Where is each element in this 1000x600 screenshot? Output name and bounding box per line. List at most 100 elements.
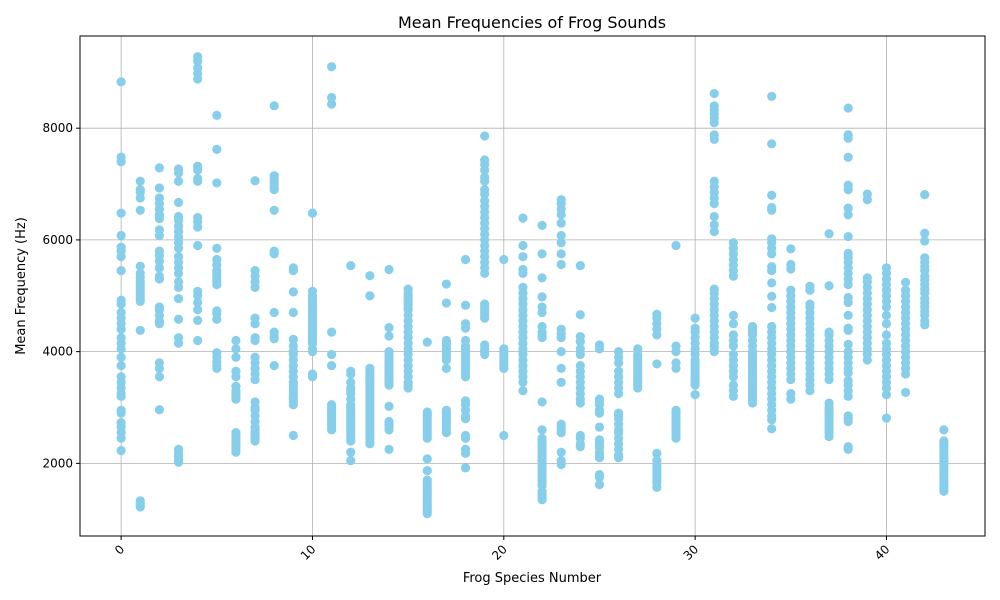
data-point xyxy=(173,176,184,186)
data-point xyxy=(441,363,452,374)
data-point xyxy=(920,228,930,238)
data-point xyxy=(193,222,203,232)
data-point xyxy=(556,377,566,387)
data-point xyxy=(843,133,853,143)
data-point xyxy=(441,355,452,365)
data-point xyxy=(767,139,777,149)
x-tick-label: 30 xyxy=(681,542,702,563)
data-point xyxy=(939,425,949,435)
data-point xyxy=(346,369,356,379)
data-point xyxy=(135,261,145,271)
x-tick-label: 40 xyxy=(872,542,893,563)
data-point xyxy=(384,380,394,390)
data-point xyxy=(843,368,853,378)
data-point xyxy=(767,91,777,101)
data-point xyxy=(250,282,260,292)
x-axis-label: Frog Species Number xyxy=(463,571,602,586)
data-point xyxy=(327,92,337,103)
data-point xyxy=(767,205,777,215)
data-point xyxy=(116,77,126,87)
data-point xyxy=(709,198,719,209)
data-point xyxy=(556,333,566,343)
data-point xyxy=(212,144,222,155)
data-point xyxy=(288,334,298,344)
data-point xyxy=(728,372,738,382)
data-point xyxy=(193,315,203,325)
data-point xyxy=(537,307,547,318)
data-point xyxy=(518,240,528,251)
data-point xyxy=(900,277,911,287)
data-point xyxy=(594,344,605,354)
data-point xyxy=(786,264,796,274)
data-point xyxy=(575,349,585,360)
data-point xyxy=(843,210,853,220)
data-point xyxy=(805,285,815,295)
data-point xyxy=(193,240,203,251)
data-point xyxy=(518,377,528,387)
data-point xyxy=(154,256,165,266)
data-point xyxy=(671,347,681,357)
data-point xyxy=(537,220,547,230)
data-point xyxy=(613,453,624,463)
x-tick-label: 10 xyxy=(298,542,319,563)
data-point xyxy=(154,405,165,415)
x-axis-ticks: 0 10 20 30 40 xyxy=(112,536,893,563)
data-point xyxy=(269,307,279,318)
data-point xyxy=(441,279,452,289)
data-point xyxy=(460,463,471,473)
data-point xyxy=(843,103,853,113)
data-point xyxy=(212,110,222,120)
data-point xyxy=(154,214,165,224)
data-point xyxy=(231,344,241,354)
data-point xyxy=(231,394,241,404)
data-point xyxy=(786,394,796,404)
data-point xyxy=(116,230,126,241)
data-point xyxy=(499,430,509,441)
x-tick-label: 0 xyxy=(112,542,127,557)
data-point xyxy=(269,101,279,111)
data-point xyxy=(613,358,624,368)
data-point xyxy=(116,391,126,401)
data-point xyxy=(346,447,356,457)
data-point xyxy=(843,416,853,427)
data-point xyxy=(537,333,547,343)
data-point xyxy=(288,430,298,441)
data-point xyxy=(652,359,662,369)
data-point xyxy=(116,445,126,456)
data-point xyxy=(173,293,184,304)
data-point xyxy=(173,314,184,324)
data-point xyxy=(556,238,566,248)
data-point xyxy=(633,383,643,393)
data-point xyxy=(881,413,892,423)
data-point xyxy=(365,271,375,281)
data-point xyxy=(881,330,892,340)
data-point xyxy=(690,313,700,323)
data-point xyxy=(269,185,279,195)
data-point xyxy=(575,442,585,452)
data-point xyxy=(671,433,681,443)
data-point xyxy=(537,425,547,435)
data-point xyxy=(173,338,184,348)
data-point xyxy=(288,266,298,276)
data-point xyxy=(460,372,471,382)
data-point xyxy=(480,349,490,360)
data-point xyxy=(843,297,853,308)
data-point xyxy=(709,220,719,230)
data-point xyxy=(384,401,394,411)
data-point xyxy=(173,282,184,292)
data-point xyxy=(767,278,777,288)
data-point xyxy=(537,495,547,505)
data-point xyxy=(652,448,662,458)
data-point xyxy=(384,425,394,435)
data-point xyxy=(786,374,796,385)
data-point xyxy=(212,363,222,374)
y-tick-label: 6000 xyxy=(42,233,73,247)
data-point xyxy=(843,280,853,290)
data-point xyxy=(173,457,184,467)
data-point xyxy=(920,190,930,200)
data-point xyxy=(556,347,566,357)
data-point xyxy=(709,211,719,222)
data-point xyxy=(767,415,777,425)
data-point xyxy=(154,263,165,273)
